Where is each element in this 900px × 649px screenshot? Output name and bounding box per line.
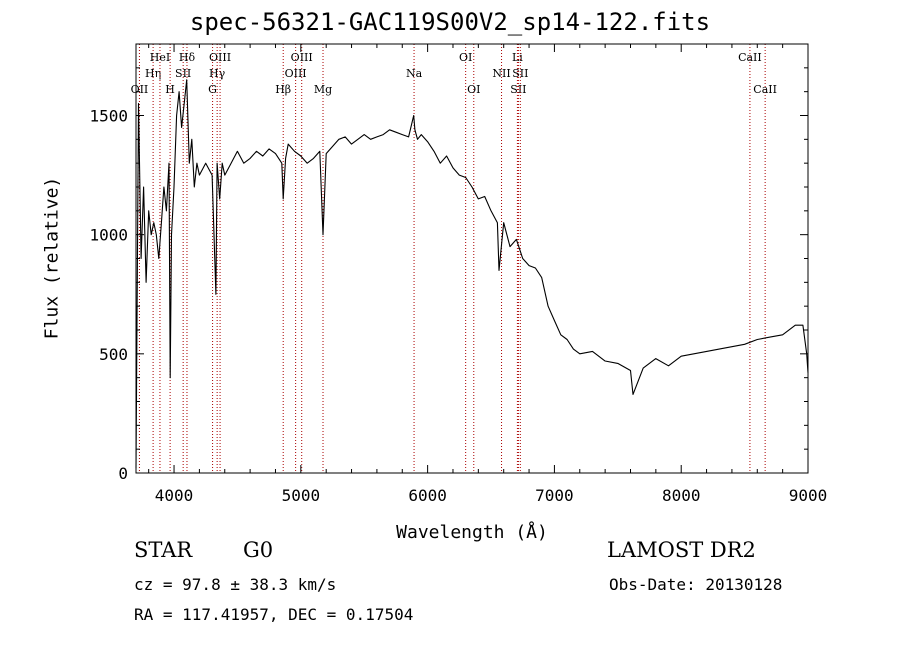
line-id-label: CaII	[753, 83, 777, 96]
spectrum-line	[135, 79, 809, 469]
line-id-label: OI	[459, 51, 472, 64]
x-axis-label: Wavelength (Å)	[396, 522, 548, 543]
line-id-label: OIII	[291, 51, 313, 64]
line-id-label: SII	[512, 67, 528, 80]
line-id-label: SII	[175, 67, 191, 80]
line-id-label: Hγ	[209, 67, 226, 80]
line-id-label: Hη	[145, 67, 161, 80]
coordinates: RA = 117.41957, DEC = 0.17504	[134, 605, 414, 624]
y-tick-label: 1000	[89, 226, 128, 245]
y-tick-label: 1500	[89, 107, 128, 126]
line-id-label: Na	[406, 67, 423, 80]
line-id-label: OII	[131, 83, 149, 96]
survey-name: LAMOST DR2	[607, 538, 756, 562]
line-id-label: H	[165, 83, 175, 96]
line-id-label: OI	[467, 83, 480, 96]
line-id-label: Hδ	[179, 51, 196, 64]
x-tick-label: 4000	[155, 486, 194, 505]
line-id-label: NII	[492, 67, 510, 80]
obs-date: Obs-Date: 20130128	[609, 575, 783, 594]
redshift-velocity: cz = 97.8 ± 38.3 km/s	[134, 575, 337, 594]
y-tick-label: 500	[99, 345, 128, 364]
x-tick-label: 5000	[282, 486, 321, 505]
x-tick-label: 6000	[408, 486, 447, 505]
line-id-label: Hβ	[275, 83, 291, 96]
line-id-label: HeI	[150, 51, 170, 64]
chart-title: spec-56321-GAC119S00V2_sp14-122.fits	[189, 8, 711, 36]
x-tick-label: 7000	[535, 486, 574, 505]
plot-frame	[135, 43, 809, 474]
subclass: G0	[243, 538, 274, 562]
line-id-label: OIII	[285, 67, 307, 80]
x-tick-label: 8000	[662, 486, 701, 505]
line-id-label: OIII	[209, 51, 231, 64]
line-id-label: Mg	[314, 83, 332, 96]
line-id-label: Li	[512, 51, 523, 64]
x-tick-label: 9000	[789, 486, 828, 505]
object-class: STAR	[134, 538, 193, 562]
line-id-label: G	[208, 83, 217, 96]
line-id-label: SII	[510, 83, 526, 96]
y-tick-label: 0	[118, 464, 128, 483]
line-id-label: CaII	[738, 51, 762, 64]
